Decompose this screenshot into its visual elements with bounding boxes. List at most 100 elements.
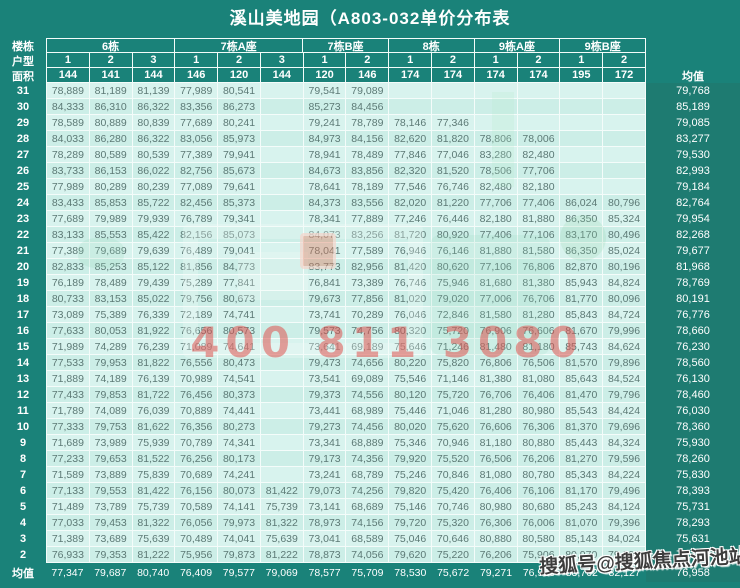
area-header: 146: [175, 68, 219, 83]
price-cell: 68,889: [346, 435, 390, 451]
price-cell: 77,246: [389, 211, 433, 227]
price-cell: 81,422: [260, 483, 304, 499]
price-cell: 79,853: [89, 387, 133, 403]
price-cell: 79,920: [389, 451, 433, 467]
table-row: 17 73,089 75,389 76,339 72,189 74,741 73,741 70…: [0, 307, 740, 323]
unit-header: 2: [89, 53, 133, 68]
price-cell: 78,789: [346, 115, 390, 131]
price-cell: 81,170: [560, 483, 604, 499]
table-row: 13 71,889 74,189 76,139 70,989 74,541 73,541 69…: [0, 371, 740, 387]
floor-label: 9: [19, 437, 27, 449]
price-cell: 74,041: [218, 531, 261, 547]
price-cell: [560, 115, 604, 131]
price-cell: 80,096: [603, 291, 646, 307]
price-cell: 80,053: [89, 323, 133, 339]
price-cell: 75,946: [432, 275, 475, 291]
price-cell: 81,220: [432, 195, 475, 211]
price-cell: 69,089: [346, 371, 390, 387]
price-cell: 85,253: [89, 259, 133, 275]
price-cell: [260, 419, 304, 435]
row-average: 79,530: [646, 147, 740, 163]
price-cell: 84,024: [603, 531, 646, 547]
price-cell: 79,896: [603, 355, 646, 371]
price-cell: [560, 99, 604, 115]
price-cell: 81,820: [432, 131, 475, 147]
price-cell: 85,422: [132, 227, 176, 243]
price-cell: 83,733: [47, 163, 90, 179]
area-header: 174: [474, 68, 518, 83]
price-cell: 85,743: [560, 339, 604, 355]
price-cell: 83,773: [303, 259, 347, 275]
row-average: 76,230: [646, 339, 740, 355]
column-average: 77,347: [51, 566, 84, 579]
area-header: 141: [89, 68, 133, 83]
price-cell: [603, 115, 646, 131]
price-cell: [260, 371, 304, 387]
price-cell: 85,843: [560, 307, 604, 323]
price-cell: 83,856: [346, 163, 390, 179]
price-cell: 83,556: [346, 195, 390, 211]
price-cell: [260, 211, 304, 227]
price-cell: 84,333: [47, 99, 90, 115]
price-cell: 74,056: [346, 547, 390, 563]
row-average: 79,768: [646, 83, 740, 99]
price-cell: [260, 339, 304, 355]
price-cell: 77,106: [474, 259, 518, 275]
price-cell: 78,889: [47, 83, 90, 99]
price-cell: 83,433: [47, 195, 90, 211]
price-cell: 80,289: [89, 179, 133, 195]
price-cell: [560, 83, 604, 99]
price-cell: 84,724: [603, 307, 646, 323]
price-cell: 84,033: [47, 131, 90, 147]
price-cell: 76,306: [474, 515, 518, 531]
price-cell: [560, 163, 604, 179]
price-cell: 74,256: [346, 483, 390, 499]
area-header: 120: [218, 68, 261, 83]
price-cell: 80,589: [89, 147, 133, 163]
row-average: 82,993: [646, 163, 740, 179]
price-cell: 84,424: [603, 403, 646, 419]
price-cell: 79,241: [303, 115, 347, 131]
table-row: 19 76,189 78,489 79,439 75,289 77,841 76,841 73…: [0, 275, 740, 291]
price-cell: 79,073: [303, 483, 347, 499]
price-cell: 70,646: [432, 531, 475, 547]
floor-label: 22: [16, 229, 30, 241]
price-cell: 79,753: [89, 419, 133, 435]
floor-label: 17: [16, 309, 30, 321]
column-average: 83,762: [565, 566, 598, 579]
price-cell: [260, 179, 304, 195]
price-cell: 76,456: [175, 387, 219, 403]
price-cell: 79,296: [603, 547, 646, 563]
price-cell: [260, 99, 304, 115]
price-cell: 81,880: [517, 211, 561, 227]
price-cell: 81,570: [560, 355, 604, 371]
price-cell: 77,333: [47, 419, 90, 435]
price-cell: 82,456: [175, 195, 219, 211]
price-cell: 76,139: [132, 371, 176, 387]
price-cell: 71,789: [47, 403, 90, 419]
price-cell: 79,041: [218, 243, 261, 259]
price-cell: 77,006: [474, 291, 518, 307]
price-cell: 85,273: [303, 99, 347, 115]
price-cell: 74,741: [218, 307, 261, 323]
price-cell: 71,989: [47, 339, 90, 355]
table-row: 18 80,733 83,153 85,022 79,756 80,673 79,673 77…: [0, 291, 740, 307]
price-cell: 85,443: [560, 435, 604, 451]
unit-header: 2: [218, 53, 261, 68]
price-cell: 81,880: [474, 243, 518, 259]
price-cell: 77,633: [47, 323, 90, 339]
price-cell: 79,689: [89, 243, 133, 259]
price-cell: 84,673: [303, 163, 347, 179]
row-average: 81,968: [646, 259, 740, 275]
price-cell: 80,196: [603, 259, 646, 275]
table-row: 10 77,333 79,753 81,622 76,356 80,273 79,273 74…: [0, 419, 740, 435]
price-cell: 76,239: [132, 339, 176, 355]
price-cell: 77,706: [517, 163, 561, 179]
row-average: 79,085: [646, 115, 740, 131]
price-cell: 76,189: [47, 275, 90, 291]
price-cell: 81,380: [517, 275, 561, 291]
price-cell: 77,046: [432, 147, 475, 163]
area-header: 144: [132, 68, 176, 83]
price-cell: 82,320: [389, 163, 433, 179]
price-cell: [517, 83, 561, 99]
